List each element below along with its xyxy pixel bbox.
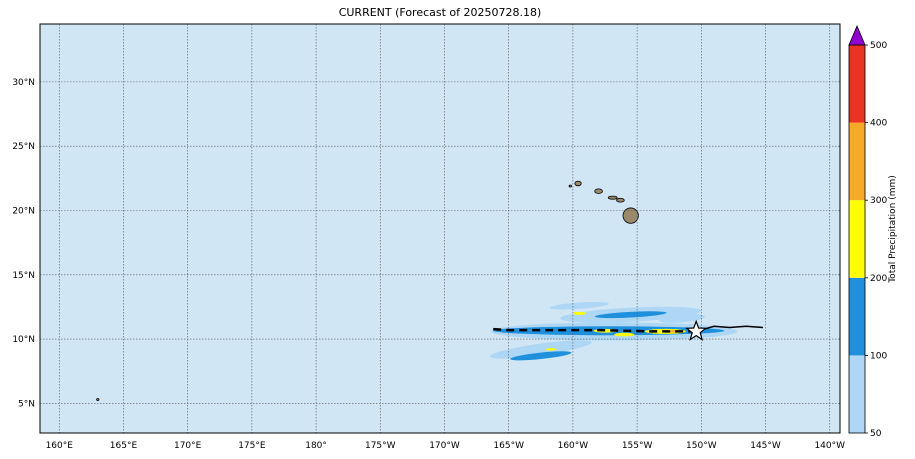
x-tick-label: 160°W xyxy=(558,441,589,451)
precip-swath xyxy=(594,311,667,319)
x-tick-label: 180° xyxy=(305,441,327,451)
past-track-line xyxy=(489,327,697,333)
island xyxy=(568,184,573,188)
x-axis-ticks: 160°E 165°E 170°E 175°E 180° 175°W 170°W 165°W 1… xyxy=(46,441,846,451)
x-tick-label: 160°E xyxy=(46,441,74,451)
y-tick-label: 25°N xyxy=(12,142,35,152)
colorbar-tick-label: 50 xyxy=(870,429,882,439)
y-tick-label: 15°N xyxy=(12,271,35,281)
storm-track xyxy=(489,319,764,341)
y-tick-label: 30°N xyxy=(12,78,35,88)
x-tick-label: 170°E xyxy=(174,441,202,451)
precip-swath xyxy=(545,348,557,351)
colorbar-frame xyxy=(848,44,866,434)
colorbar-segment xyxy=(849,355,865,433)
ocean-background xyxy=(40,24,840,433)
graticule xyxy=(40,24,840,433)
colorbar-tick-label: 400 xyxy=(870,119,887,129)
island xyxy=(574,180,582,187)
colorbar-tick-label: 300 xyxy=(870,196,887,206)
x-tick-label: 165°E xyxy=(110,441,138,451)
island xyxy=(96,398,100,401)
colorbar-tick-label: 100 xyxy=(870,351,887,361)
precip-swath xyxy=(489,340,592,359)
colorbar-label: Total Precipitation (mm) xyxy=(888,175,898,283)
colorbar-segment xyxy=(849,45,865,123)
y-axis-ticks: 5°N 10°N 15°N 20°N 25°N 30°N xyxy=(12,78,35,410)
x-tick-label: 175°W xyxy=(365,441,396,451)
x-tick-label: 145°W xyxy=(750,441,781,451)
island xyxy=(616,197,625,203)
colorbar-segment xyxy=(849,200,865,278)
x-tick-label: 175°E xyxy=(238,441,266,451)
map-frame xyxy=(39,23,841,434)
precip-swath xyxy=(613,332,635,337)
colorbar-segment xyxy=(849,122,865,201)
x-tick-label: 165°W xyxy=(493,441,524,451)
colorbar-segment xyxy=(849,277,865,356)
precip-swath xyxy=(572,311,586,315)
precip-swath xyxy=(510,351,572,361)
colorbar: 50 100 200 300 400 500 xyxy=(848,24,887,439)
y-tick-label: 20°N xyxy=(12,206,35,216)
precip-swath xyxy=(659,314,706,323)
colorbar-tick-label: 200 xyxy=(870,274,887,284)
island xyxy=(607,195,618,200)
x-tick-label: 170°W xyxy=(429,441,460,451)
plot-title: CURRENT (Forecast of 20250728.18) xyxy=(338,6,542,19)
x-tick-label: 140°W xyxy=(814,441,845,451)
y-tick-label: 10°N xyxy=(12,335,35,345)
x-tick-label: 155°W xyxy=(622,441,653,451)
storm-position-star xyxy=(685,319,708,341)
colorbar-extend-arrow xyxy=(848,24,866,46)
hawaiian-islands xyxy=(96,180,639,401)
map-layer xyxy=(40,24,840,433)
island xyxy=(622,207,639,224)
y-tick-label: 5°N xyxy=(18,399,35,409)
island xyxy=(594,188,603,194)
colorbar-tick-label: 500 xyxy=(870,41,887,51)
precip-swath xyxy=(549,301,609,310)
x-tick-label: 150°W xyxy=(686,441,717,451)
